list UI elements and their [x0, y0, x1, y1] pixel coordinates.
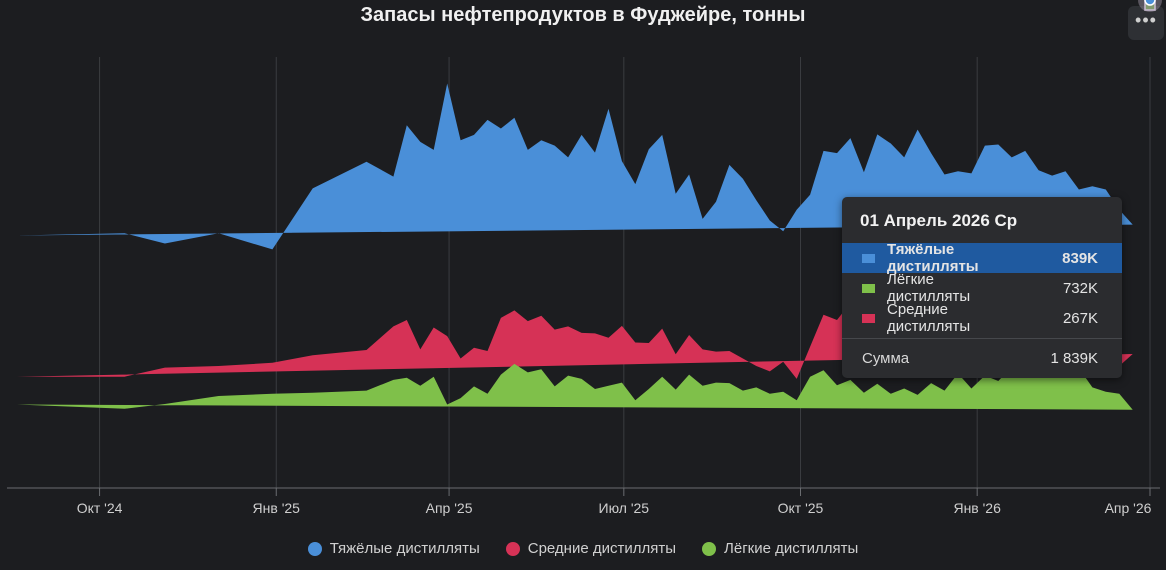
tooltip-date: 01 Апрель 2026 Ср: [860, 211, 1018, 230]
chart-menu-button[interactable]: •••: [1128, 6, 1164, 40]
hover-marker-halo: [1138, 0, 1162, 12]
tooltip-series-name: Средние дистилляты: [887, 301, 971, 335]
ellipsis-icon: •••: [1135, 10, 1157, 30]
hover-marker-heavy: [1144, 0, 1156, 6]
x-tick-label: Апр '25: [426, 500, 473, 516]
legend-item-middle[interactable]: Средние дистилляты: [505, 540, 677, 557]
legend-label: Тяжёлые дистилляты: [329, 540, 480, 557]
chart-tooltip: 01 Апрель 2026 Ср Тяжёлые дистилляты 839…: [842, 197, 1122, 378]
tooltip-series-name: Лёгкие дистилляты: [887, 271, 971, 305]
x-tick-label: Окт '25: [778, 500, 824, 516]
tooltip-total-label: Сумма: [862, 349, 910, 367]
legend-item-light[interactable]: Лёгкие дистилляты: [702, 540, 858, 557]
tooltip-series-name: Тяжёлые дистилляты: [887, 241, 979, 275]
tooltip-row-heavy: Тяжёлые дистилляты 839K: [842, 241, 1122, 275]
tooltip-series-value: 732K: [1062, 279, 1098, 297]
tooltip-series-value: 839K: [1062, 249, 1098, 267]
legend-dot-heavy: [307, 541, 322, 556]
tooltip-total-value: 1 839K: [1050, 349, 1098, 367]
hover-marker-halo: [1138, 0, 1162, 12]
tooltip-row-light: Лёгкие дистилляты 732K: [842, 271, 1122, 305]
x-tick-label: Янв '26: [953, 500, 1001, 516]
legend-item-heavy[interactable]: Тяжёлые дистилляты: [307, 540, 480, 557]
legend-label: Лёгкие дистилляты: [724, 540, 859, 557]
tooltip-swatch-light: [862, 283, 875, 293]
legend-dot-middle: [505, 541, 520, 556]
x-tick-label: Июл '25: [599, 500, 650, 516]
series-area: [17, 363, 1133, 410]
chart-title: Запасы нефтепродуктов в Фуджейре, тонны: [360, 4, 806, 26]
x-tick-label: Окт '24: [77, 500, 123, 516]
x-tick-label: Апр '26: [1105, 500, 1152, 516]
tooltip-row-middle: Средние дистилляты 267K: [842, 301, 1122, 335]
tooltip-series-value: 267K: [1062, 309, 1098, 327]
chart-legend: Тяжёлые дистилляты Средние дистилляты Лё…: [0, 540, 1166, 557]
tooltip-swatch-middle: [862, 313, 875, 323]
legend-label: Средние дистилляты: [527, 540, 677, 557]
tooltip-swatch-heavy: [862, 253, 875, 263]
tooltip-total-row: Сумма 1 839K: [842, 345, 1122, 371]
legend-dot-light: [702, 541, 717, 556]
x-tick-label: Янв '25: [253, 500, 301, 516]
tooltip-divider: [842, 338, 1122, 339]
